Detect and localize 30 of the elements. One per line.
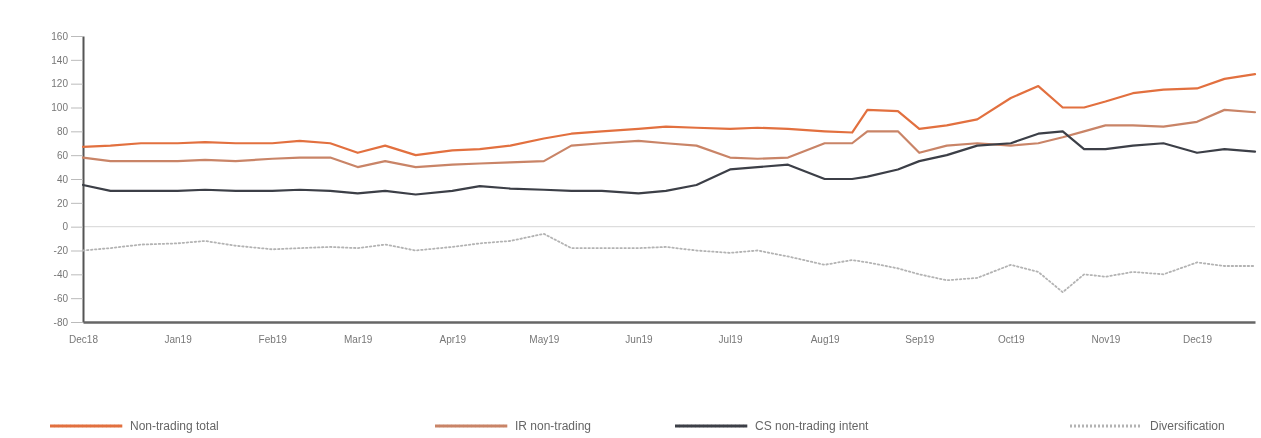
x-tick-label: Aug19 (810, 334, 841, 346)
legend-label: IR non-trading (515, 419, 592, 433)
y-tick-label: -40 (53, 269, 69, 281)
y-tick-label: 140 (51, 54, 69, 66)
x-tick-label: Feb19 (258, 334, 288, 346)
y-tick-label: 20 (56, 197, 69, 209)
y-tick-label: -80 (53, 316, 69, 328)
y-tick-label: 100 (51, 102, 69, 114)
x-tick-label: Jun19 (625, 334, 654, 346)
legend-label: Diversification (1150, 419, 1225, 433)
x-tick-label: Apr19 (439, 334, 467, 346)
x-tick-label: Nov19 (1091, 334, 1121, 346)
y-tick-label: 120 (51, 78, 69, 90)
y-tick-label: -20 (53, 245, 69, 257)
x-tick-label: Dec18 (69, 334, 99, 346)
y-tick-label: 160 (51, 30, 69, 42)
x-tick-label: Oct19 (997, 334, 1026, 346)
y-tick-label: 40 (56, 173, 69, 185)
y-tick-label: 0 (62, 221, 69, 233)
y-tick-label: 80 (56, 126, 69, 138)
legend-label: Non-trading total (130, 419, 219, 433)
x-tick-label: Dec19 (1183, 334, 1213, 346)
x-tick-label: Jul19 (718, 334, 743, 346)
y-tick-label: -60 (53, 292, 69, 304)
x-tick-label: Jan19 (164, 334, 193, 346)
x-tick-label: Mar19 (344, 334, 373, 346)
y-tick-label: 60 (56, 149, 69, 161)
x-tick-label: May19 (529, 334, 560, 346)
x-tick-label: Sep19 (905, 334, 935, 346)
legend-label: CS non-trading intent (755, 419, 870, 433)
